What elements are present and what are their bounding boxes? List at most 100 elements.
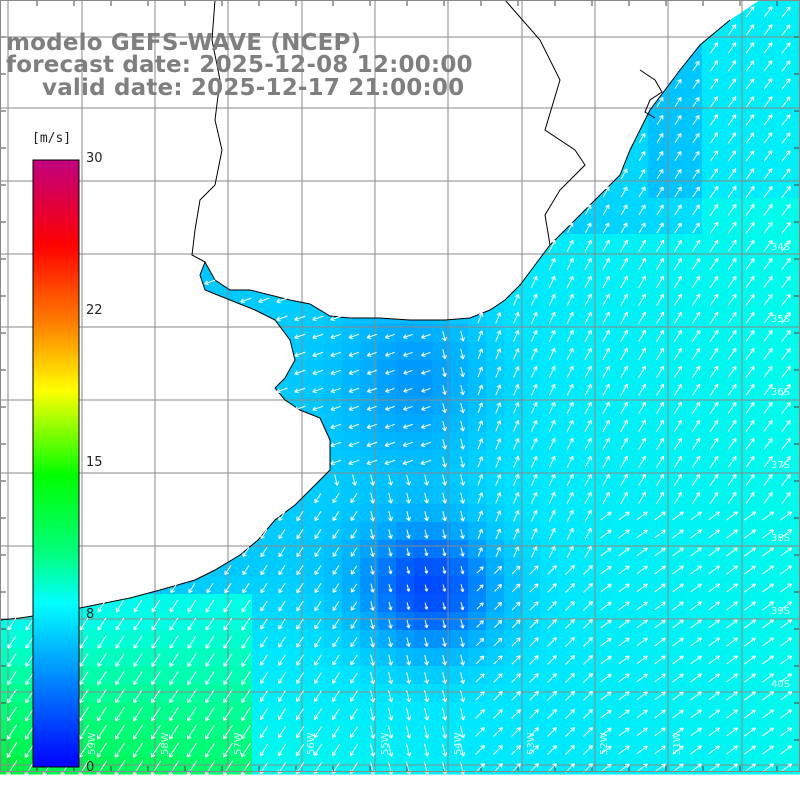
wind-arrow: [762, 601, 775, 611]
wind-cell: [252, 666, 271, 685]
arrow-shaft: [763, 96, 773, 108]
arrow-shaft: [475, 709, 485, 719]
wind-arrow: [548, 419, 556, 432]
wind-arrow: [547, 727, 557, 737]
wind-cell: [396, 702, 415, 721]
arrow-head: [551, 546, 556, 551]
arrow-head: [713, 419, 719, 425]
arrow-head: [713, 383, 719, 389]
arrow-shaft: [709, 474, 719, 486]
arrow-head: [569, 491, 574, 497]
wind-cell: [324, 594, 343, 613]
arrow-head: [478, 384, 484, 390]
arrow-shaft: [312, 369, 324, 375]
wind-cell: [792, 108, 800, 127]
arrow-shaft: [727, 348, 737, 360]
wind-arrow: [566, 401, 574, 414]
wind-cell: [270, 540, 289, 559]
arrow-head: [294, 352, 299, 358]
wind-cell: [450, 612, 469, 631]
wind-cell: [486, 378, 505, 397]
wind-arrow: [475, 709, 485, 719]
wind-cell: [342, 360, 361, 379]
wind-cell: [324, 360, 343, 379]
wind-arrow: [258, 297, 270, 304]
wind-arrow: [744, 565, 756, 575]
arrow-head: [385, 388, 390, 393]
wind-arrow: [241, 724, 251, 740]
arrow-shaft: [602, 222, 610, 234]
arrow-shaft: [727, 366, 737, 378]
arrow-shaft: [745, 42, 755, 54]
wind-arrow: [656, 365, 665, 378]
arrow-head: [479, 620, 484, 625]
wind-arrow: [584, 437, 592, 450]
wind-cell: [648, 522, 667, 541]
arrow-shaft: [494, 584, 502, 592]
wind-arrow: [618, 583, 630, 593]
wind-arrow: [366, 405, 377, 411]
arrow-shaft: [370, 619, 374, 629]
arrow-shaft: [600, 655, 612, 665]
wind-arrow: [442, 619, 447, 629]
wind-arrow: [763, 437, 773, 450]
arrow-head: [187, 644, 192, 649]
wind-cell: [792, 18, 800, 37]
arrow-head: [767, 42, 773, 47]
wind-arrow: [241, 653, 251, 667]
wind-cell: [306, 378, 325, 397]
wind-cell: [396, 738, 415, 757]
wind-cell: [594, 216, 613, 235]
arrow-shaft: [477, 456, 483, 468]
wind-cell: [738, 522, 757, 541]
arrow-shaft: [618, 655, 630, 665]
wind-cell: [792, 36, 800, 55]
wind-cell: [342, 702, 361, 721]
wind-arrow: [242, 582, 250, 594]
wind-arrow: [566, 311, 574, 324]
wind-arrow: [96, 742, 108, 758]
wind-arrow: [584, 239, 592, 252]
arrow-head: [97, 716, 102, 722]
wind-arrow: [691, 383, 701, 396]
arrow-head: [277, 715, 283, 721]
arrow-head: [514, 438, 520, 443]
arrow-head: [569, 419, 574, 425]
arrow-head: [587, 293, 592, 299]
arrow-shaft: [331, 726, 341, 738]
arrow-shaft: [618, 619, 630, 629]
arrow-head: [750, 473, 755, 479]
wind-cell: [666, 270, 685, 289]
wind-arrow: [763, 257, 773, 270]
wind-cell: [774, 450, 793, 469]
wind-arrow: [726, 601, 738, 611]
arrow-shaft: [691, 438, 701, 450]
wind-arrow: [370, 672, 376, 685]
arrow-shaft: [477, 474, 483, 486]
arrow-shaft: [370, 529, 374, 539]
wind-cell: [522, 396, 541, 415]
arrow-shaft: [332, 618, 340, 630]
wind-cell: [324, 648, 343, 667]
arrow-shaft: [672, 691, 684, 701]
wind-arrow: [618, 565, 630, 575]
arrow-head: [661, 583, 666, 589]
arrow-head: [751, 511, 757, 516]
arrow-head: [695, 365, 701, 371]
wind-arrow: [96, 724, 107, 740]
arrow-head: [695, 329, 701, 335]
wind-cell: [180, 738, 199, 757]
wind-cell: [720, 504, 739, 523]
arrow-head: [259, 751, 265, 757]
wind-cell: [774, 522, 793, 541]
wind-cell: [774, 90, 793, 109]
wind-arrow: [745, 150, 755, 162]
wind-cell: [738, 594, 757, 613]
wind-cell: [540, 702, 559, 721]
arrow-shaft: [745, 276, 755, 288]
arrow-shaft: [656, 294, 664, 306]
arrow-shaft: [600, 691, 612, 701]
arrow-shaft: [460, 384, 464, 396]
arrow-shaft: [170, 583, 178, 593]
wind-arrow: [223, 689, 233, 704]
